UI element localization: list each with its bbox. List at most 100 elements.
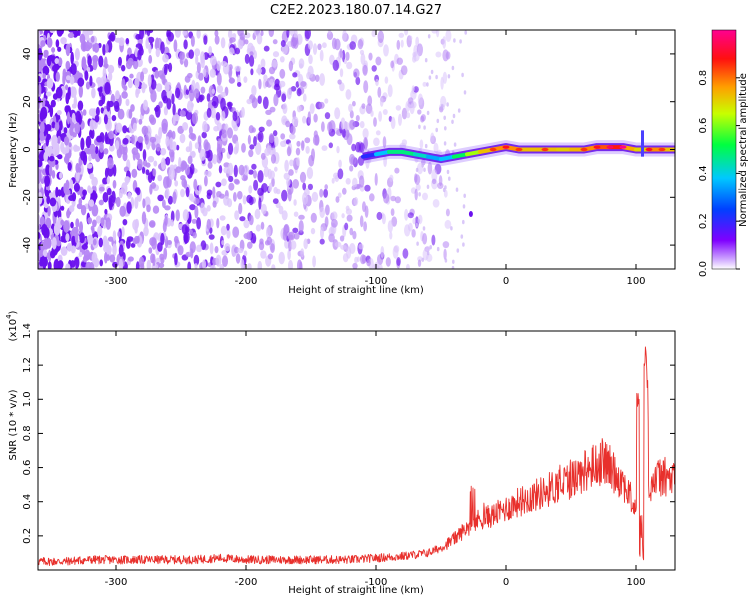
noise-blob [300, 248, 305, 258]
noise-blob [80, 137, 85, 151]
noise-blob [340, 117, 346, 130]
noise-blob [112, 179, 117, 189]
noise-blob [112, 243, 117, 257]
noise-blob [78, 84, 84, 98]
noise-blob [70, 221, 74, 229]
noise-blob [260, 58, 266, 69]
noise-blob [137, 158, 143, 170]
noise-blob [62, 68, 67, 79]
noise-blob [234, 65, 242, 72]
noise-blob [68, 30, 75, 33]
noise-blob [383, 155, 387, 168]
noise-blob [155, 83, 163, 92]
noise-blob [171, 130, 176, 140]
noise-blob [260, 250, 267, 259]
noise-blob [165, 187, 170, 200]
noise-blob [380, 246, 385, 258]
noise-blob [72, 131, 77, 138]
noise-blob [68, 179, 74, 191]
noise-blob [48, 164, 53, 176]
noise-blob [100, 217, 105, 227]
noise-blob [327, 121, 333, 133]
noise-blob [85, 135, 92, 149]
noise-blob [248, 196, 254, 206]
noise-blob [160, 147, 167, 156]
noise-blob [364, 138, 368, 151]
noise-blob [218, 165, 223, 174]
noise-blob [98, 199, 104, 206]
noise-blob [97, 225, 103, 237]
noise-blob [169, 164, 175, 171]
noise-blob [243, 250, 248, 257]
noise-blob [86, 235, 93, 241]
noise-blob [172, 103, 176, 117]
noise-blob [55, 186, 59, 198]
noise-blob [93, 42, 100, 53]
noise-blob [140, 71, 145, 82]
noise-blob [183, 39, 188, 50]
noise-blob [82, 255, 88, 263]
noise-blob [104, 56, 108, 70]
signal-segment [439, 154, 456, 162]
noise-blob [175, 87, 181, 99]
noise-blob [168, 167, 175, 180]
noise-blob [209, 68, 216, 78]
noise-blob [142, 198, 146, 209]
noise-blob [105, 43, 109, 54]
noise-blob [401, 139, 408, 146]
noise-blob [44, 175, 51, 187]
noise-blob [108, 71, 113, 82]
noise-blob [435, 127, 439, 133]
noise-blob [331, 37, 337, 50]
noise-blob [162, 54, 169, 63]
noise-blob [307, 65, 314, 79]
noise-blob [88, 199, 95, 207]
noise-blob [221, 129, 227, 139]
y-tick-label: 0.4 [22, 494, 33, 510]
noise-blob [274, 166, 278, 172]
noise-blob [167, 195, 173, 205]
noise-blob [104, 251, 108, 264]
noise-blob [435, 51, 442, 58]
noise-blob [118, 258, 124, 269]
noise-blob [431, 234, 436, 246]
noise-blob [324, 98, 329, 104]
noise-blob [142, 149, 147, 161]
noise-blob [452, 113, 456, 119]
noise-blob [90, 128, 95, 140]
noise-blob [217, 138, 223, 150]
noise-blob [180, 188, 185, 198]
noise-blob [185, 186, 190, 198]
noise-blob [149, 237, 157, 247]
noise-blob [80, 164, 84, 175]
noise-blob [77, 100, 84, 111]
noise-blob [56, 110, 62, 116]
noise-blob [307, 111, 311, 124]
noise-blob [216, 218, 220, 229]
noise-blob [375, 130, 381, 136]
noise-blob [188, 132, 196, 140]
noise-blob [402, 248, 409, 259]
noise-blob [106, 187, 112, 196]
noise-blob [258, 197, 262, 210]
noise-blob [389, 231, 393, 240]
noise-blob [424, 143, 428, 149]
noise-blob [200, 55, 205, 69]
noise-blob [416, 241, 419, 246]
noise-blob [362, 128, 369, 139]
noise-blob [445, 30, 452, 42]
noise-blob [226, 198, 233, 208]
noise-blob [194, 263, 198, 269]
noise-blob [268, 133, 275, 144]
colorbar-gradient [711, 29, 737, 270]
noise-blob [355, 115, 360, 122]
noise-blob [103, 245, 110, 253]
noise-blob [190, 196, 196, 203]
noise-blob [384, 76, 389, 84]
noise-blob [451, 119, 454, 125]
noise-blob [243, 32, 251, 39]
noise-blob [417, 109, 422, 115]
noise-blob [42, 249, 48, 257]
noise-blob [64, 105, 70, 113]
x-tick-label: -100 [365, 276, 388, 287]
